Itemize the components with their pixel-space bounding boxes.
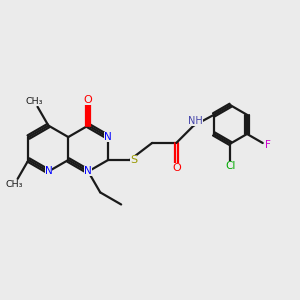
Text: CH₃: CH₃ (25, 97, 43, 106)
Text: N: N (104, 132, 112, 142)
Text: Cl: Cl (225, 161, 236, 171)
Text: S: S (130, 155, 137, 165)
Text: N: N (84, 167, 92, 176)
Text: NH: NH (188, 116, 203, 126)
Text: O: O (172, 163, 181, 173)
Text: N: N (44, 167, 52, 176)
Text: CH₃: CH₃ (5, 180, 23, 189)
Text: F: F (265, 140, 271, 150)
Text: O: O (84, 95, 92, 105)
